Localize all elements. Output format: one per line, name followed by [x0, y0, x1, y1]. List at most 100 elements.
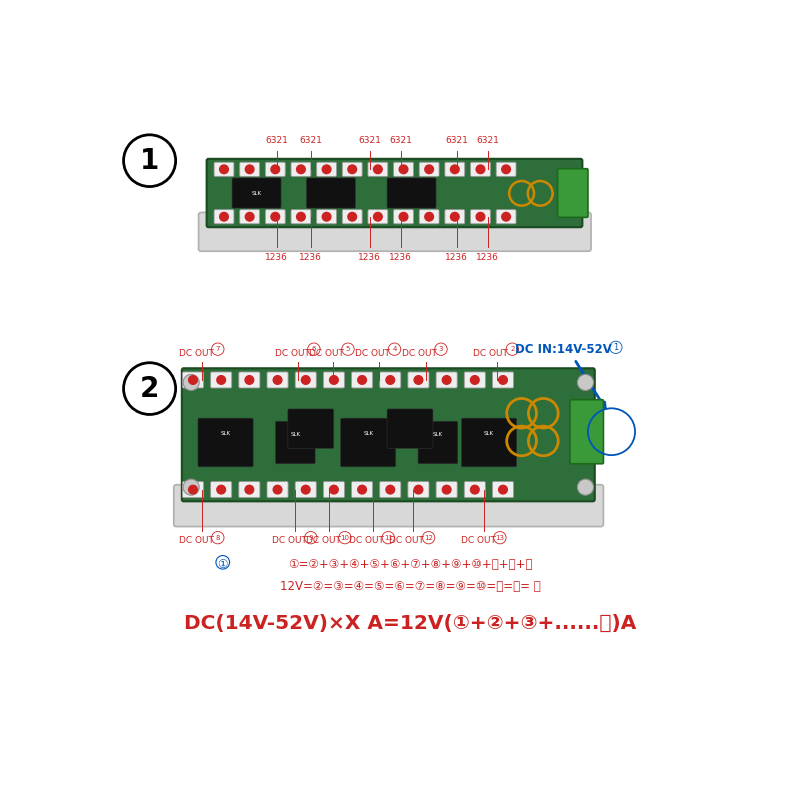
FancyBboxPatch shape [342, 162, 362, 176]
Text: 2: 2 [510, 346, 514, 352]
Text: DC IN:14V-52V: DC IN:14V-52V [515, 343, 612, 356]
Circle shape [245, 376, 254, 384]
FancyBboxPatch shape [240, 210, 259, 224]
Text: DC OUT: DC OUT [355, 350, 390, 358]
FancyBboxPatch shape [436, 372, 457, 388]
Circle shape [425, 213, 434, 221]
Text: SLK: SLK [433, 432, 443, 437]
Text: DC OUT: DC OUT [309, 350, 344, 358]
FancyBboxPatch shape [182, 372, 203, 388]
FancyBboxPatch shape [295, 482, 316, 498]
Text: ①: ① [218, 558, 228, 570]
FancyBboxPatch shape [558, 169, 588, 218]
FancyBboxPatch shape [380, 482, 401, 498]
FancyBboxPatch shape [323, 482, 345, 498]
FancyBboxPatch shape [464, 482, 486, 498]
Circle shape [302, 486, 310, 494]
Text: 10: 10 [341, 534, 350, 541]
FancyBboxPatch shape [210, 372, 232, 388]
FancyBboxPatch shape [267, 482, 288, 498]
Circle shape [476, 213, 485, 221]
Text: DC OUT: DC OUT [390, 536, 424, 545]
Circle shape [348, 165, 357, 174]
FancyBboxPatch shape [394, 210, 414, 224]
Circle shape [302, 376, 310, 384]
Circle shape [502, 213, 510, 221]
FancyBboxPatch shape [239, 482, 260, 498]
FancyBboxPatch shape [341, 418, 396, 467]
FancyBboxPatch shape [232, 178, 281, 208]
FancyBboxPatch shape [493, 372, 514, 388]
FancyBboxPatch shape [351, 482, 373, 498]
Circle shape [399, 213, 408, 221]
FancyBboxPatch shape [198, 418, 253, 467]
Circle shape [414, 376, 422, 384]
FancyBboxPatch shape [436, 482, 457, 498]
FancyBboxPatch shape [214, 162, 234, 176]
FancyBboxPatch shape [493, 482, 514, 498]
FancyBboxPatch shape [464, 372, 486, 388]
Text: SLK: SLK [363, 430, 373, 436]
Text: 6: 6 [312, 346, 316, 352]
Circle shape [386, 376, 394, 384]
Text: 1: 1 [614, 343, 618, 352]
Circle shape [578, 479, 594, 495]
Circle shape [246, 213, 254, 221]
FancyBboxPatch shape [214, 210, 234, 224]
Text: DC OUT: DC OUT [274, 350, 310, 358]
FancyBboxPatch shape [368, 162, 388, 176]
Text: SLK: SLK [290, 432, 300, 437]
Text: 2: 2 [140, 374, 159, 402]
FancyBboxPatch shape [387, 409, 433, 448]
Circle shape [348, 213, 357, 221]
FancyBboxPatch shape [291, 210, 311, 224]
Text: DC OUT: DC OUT [461, 536, 496, 545]
Text: 6321: 6321 [476, 136, 499, 146]
FancyBboxPatch shape [351, 372, 373, 388]
Text: 8: 8 [215, 534, 220, 541]
FancyBboxPatch shape [470, 162, 490, 176]
FancyBboxPatch shape [295, 372, 316, 388]
FancyBboxPatch shape [570, 400, 603, 464]
FancyBboxPatch shape [288, 409, 334, 448]
FancyBboxPatch shape [240, 162, 259, 176]
Text: 5: 5 [346, 346, 350, 352]
FancyBboxPatch shape [368, 210, 388, 224]
Circle shape [322, 165, 331, 174]
Text: SLK: SLK [221, 430, 230, 436]
Circle shape [183, 374, 199, 390]
Circle shape [220, 165, 228, 174]
Text: 6321: 6321 [390, 136, 412, 146]
Circle shape [271, 213, 280, 221]
Circle shape [330, 376, 338, 384]
FancyBboxPatch shape [462, 418, 517, 467]
Text: SLK: SLK [251, 190, 262, 195]
FancyBboxPatch shape [496, 210, 516, 224]
Circle shape [271, 165, 280, 174]
FancyBboxPatch shape [418, 422, 458, 464]
FancyBboxPatch shape [419, 162, 439, 176]
Circle shape [414, 486, 422, 494]
Circle shape [450, 213, 459, 221]
FancyBboxPatch shape [445, 210, 465, 224]
Circle shape [470, 376, 479, 384]
Circle shape [450, 165, 459, 174]
Circle shape [358, 376, 366, 384]
Text: DC OUT: DC OUT [306, 536, 341, 545]
Circle shape [246, 165, 254, 174]
Circle shape [358, 486, 366, 494]
Circle shape [217, 486, 226, 494]
Text: 1: 1 [140, 146, 159, 174]
Circle shape [578, 374, 594, 390]
Text: 1236: 1236 [266, 253, 288, 262]
Circle shape [498, 376, 507, 384]
Circle shape [189, 486, 198, 494]
FancyBboxPatch shape [210, 482, 232, 498]
Circle shape [220, 213, 228, 221]
Text: DC OUT: DC OUT [272, 536, 306, 545]
Text: 12: 12 [424, 534, 433, 541]
FancyBboxPatch shape [198, 213, 591, 251]
Circle shape [374, 165, 382, 174]
Circle shape [470, 486, 479, 494]
FancyBboxPatch shape [387, 178, 436, 208]
